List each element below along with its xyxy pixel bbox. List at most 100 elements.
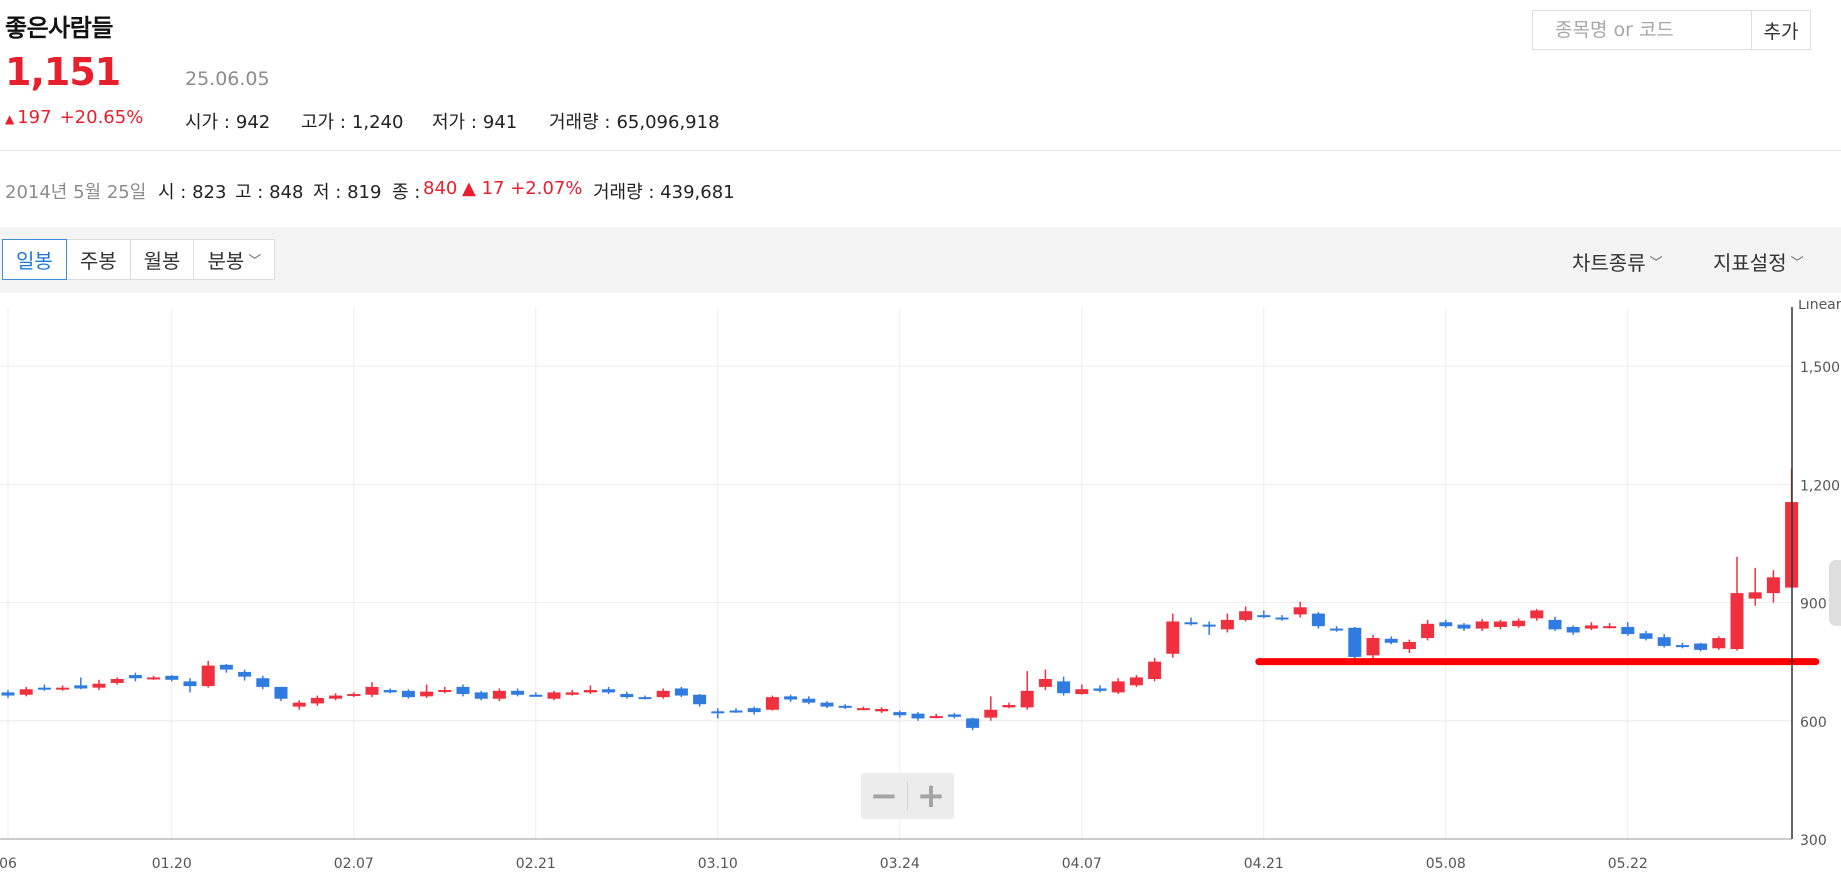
add-button[interactable]: 추가 [1751, 11, 1810, 49]
chart-type-label: 차트종류 [1572, 247, 1646, 276]
candle-body [202, 666, 215, 686]
stat-high-label: 고가 : [301, 112, 346, 133]
stat-low: 저가 : 941 [432, 108, 517, 134]
candle-body [1694, 644, 1707, 650]
candle-body [639, 697, 652, 699]
candle-body [1148, 662, 1161, 679]
candle-body [293, 703, 306, 707]
x-tick-label: 01.20 [152, 856, 192, 872]
candle-body [457, 687, 470, 694]
candle-body [38, 688, 51, 690]
candle-body [511, 691, 524, 695]
stat-open-value: 942 [236, 112, 270, 133]
side-panel-handle[interactable] [1829, 560, 1841, 626]
candle-body [1276, 618, 1289, 620]
chevron-down-icon: ﹀ [1791, 252, 1804, 271]
candle-body [1130, 677, 1143, 685]
candle-body [1767, 577, 1780, 593]
candle-body [1094, 688, 1107, 690]
up-triangle-icon: ▲ [5, 112, 14, 126]
candle-body [1585, 625, 1598, 628]
zoom-out-button[interactable]: − [861, 773, 907, 819]
x-tick-label: 06 [0, 856, 17, 872]
stat-low-value: 941 [483, 112, 517, 133]
candle-body [675, 688, 688, 695]
candle-body [1403, 642, 1416, 649]
candle-body [275, 687, 288, 699]
x-tick-label: 02.07 [334, 856, 374, 872]
candle-body [802, 699, 815, 703]
x-tick-label: 04.21 [1244, 856, 1284, 872]
hover-high: 고 : 848 [235, 178, 303, 204]
indicator-settings-dropdown[interactable]: 지표설정 ﹀ [1713, 247, 1804, 276]
stock-search: 추가 [1532, 10, 1811, 50]
candle-body [1057, 681, 1070, 693]
tab-weekly[interactable]: 주봉 [66, 239, 131, 280]
candle-body [1385, 639, 1398, 643]
search-input[interactable] [1533, 11, 1751, 49]
candle-body [730, 711, 743, 713]
tab-monthly[interactable]: 월봉 [130, 239, 195, 280]
candle-body [821, 703, 834, 707]
indicator-settings-label: 지표설정 [1713, 247, 1787, 276]
x-tick-label: 05.08 [1426, 856, 1466, 872]
candle-body [366, 687, 379, 695]
candle-body [1621, 627, 1634, 634]
candle-body [984, 710, 997, 718]
candle-body [1203, 625, 1216, 627]
y-tick-label: 300 [1800, 833, 1827, 849]
stat-volume-label: 거래량 : [549, 112, 610, 133]
up-triangle-icon: ▲ [462, 178, 482, 199]
chart-type-dropdown[interactable]: 차트종류 ﹀ [1572, 247, 1663, 276]
candle-body [93, 684, 106, 688]
candle-body [566, 692, 579, 694]
candle-body [493, 691, 506, 699]
chart-grid [0, 307, 1792, 839]
candle-body [1003, 705, 1016, 707]
candle-body [1294, 607, 1307, 614]
tab-minute[interactable]: 분봉 ﹀ [193, 239, 275, 280]
candle-body [1221, 620, 1234, 629]
stat-low-label: 저가 : [432, 112, 477, 133]
zoom-in-button[interactable]: + [908, 773, 954, 819]
candle-body [766, 697, 779, 710]
x-tick-label: 05.22 [1608, 856, 1648, 872]
candle-body [384, 690, 397, 692]
candle-body [1367, 638, 1380, 655]
candle-body [1476, 621, 1489, 628]
candle-body [74, 685, 87, 688]
hover-change-amount: 17 [482, 178, 505, 199]
y-tick-label: 1,500 [1800, 360, 1840, 376]
candle-body [1039, 679, 1052, 687]
stat-volume: 거래량 :65,096,918 [549, 108, 720, 134]
candle-body [238, 672, 251, 677]
candle-body [1458, 625, 1471, 629]
candle-body [347, 694, 360, 696]
tab-daily[interactable]: 일봉 [2, 239, 67, 280]
candle-body [620, 694, 633, 697]
candle-body [1676, 645, 1689, 647]
candle-body [1330, 629, 1343, 631]
candle-body [1549, 620, 1562, 629]
candle-body [1112, 681, 1125, 692]
candle-body [329, 696, 342, 699]
candle-body [711, 711, 724, 713]
zoom-control: − + [861, 773, 954, 819]
candle-body [1640, 633, 1653, 639]
candle-body [529, 695, 542, 697]
candle-body [1239, 611, 1252, 620]
candle-body [1021, 691, 1034, 708]
quote-date: 25.06.05 [185, 68, 270, 90]
candle-body [1421, 624, 1434, 638]
candle-body [548, 692, 561, 698]
candle-body [930, 716, 943, 718]
candle-body [2, 692, 15, 695]
candle-body [1749, 592, 1762, 598]
scale-label: Linear [1798, 300, 1841, 313]
header-divider [0, 150, 1841, 151]
candle-body [1348, 628, 1361, 657]
candle-body [875, 709, 888, 711]
candle-body [402, 691, 415, 697]
tab-weekly-label: 주봉 [80, 245, 117, 274]
candle-body [893, 712, 906, 715]
